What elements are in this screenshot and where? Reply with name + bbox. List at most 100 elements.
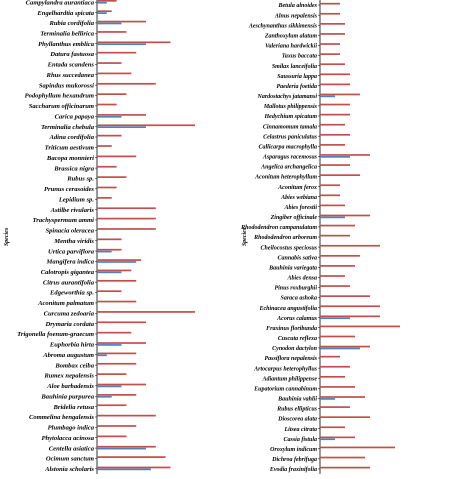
bar-blue-asparagus-racemosus xyxy=(320,156,350,158)
bar-blue-phyllanthus-emblica xyxy=(97,43,146,46)
category-label-zanthoxylum-alatum: Zanthoxylum alatum xyxy=(264,33,318,39)
bar-red-cynodon-dactylon xyxy=(320,345,370,348)
category-label-dioscorea-alata: Dioscorea alata xyxy=(277,417,317,423)
category-label-phyllanthus-emblica: Phyllanthus emblica xyxy=(38,41,95,48)
category-label-abies-webiana: Abies webiana xyxy=(280,195,317,201)
category-label-cinnamomum-tamala: Cinnamomum tamala xyxy=(263,124,317,130)
bar-red-plumbago-indica xyxy=(97,425,137,427)
bar-red-aconitum-heterophyllum xyxy=(320,174,360,176)
category-label-litsea-citrata: Litsea citrata xyxy=(284,427,318,433)
bar-red-cannabis-sativa xyxy=(320,254,360,257)
bar-red-alstonia-scholaris xyxy=(97,466,171,469)
category-label-brassica-nigra: Brassica nigra xyxy=(53,165,94,172)
bar-blue-cassia-fistula xyxy=(320,438,335,441)
bar-red-valeriana-hardwickii xyxy=(320,43,340,45)
bar-red-taxus-baccata xyxy=(320,53,340,55)
bar-blue-calotropis-gigantea xyxy=(97,271,122,274)
bar-red-betula-alnoides xyxy=(320,2,340,5)
bar-red-engelhardtia-spicata xyxy=(97,10,112,13)
bar-red-entada-scandens xyxy=(97,62,122,64)
bar-red-cheilocostus-speciosus xyxy=(320,244,380,247)
bar-red-euphorbia-hirta xyxy=(97,342,146,344)
bar-blue-nardostachys-jatamansi xyxy=(320,95,335,98)
category-label-artocarpus-heterophyllus: Artocarpus heterophyllus xyxy=(253,366,318,372)
category-label-prunus-cerasoides: Prunus cerasoides xyxy=(44,186,94,193)
bar-red-cuscuta-reflexa xyxy=(320,335,355,338)
category-label-rhus-succedanea: Rhus succedanea xyxy=(46,72,95,79)
category-label-mangifera-indica: Mangifera indica xyxy=(46,259,95,266)
bar-red-pinus-roxburghii xyxy=(320,285,350,287)
category-label-phytolacca-acinosa: Phytolacca acinosa xyxy=(41,435,94,442)
bar-blue-bauhinia-vahlii xyxy=(320,398,335,400)
bar-red-prunus-cerasoides xyxy=(97,186,117,189)
bar-blue-carica-papaya xyxy=(97,115,122,118)
bar-red-carica-papaya xyxy=(97,114,146,116)
bar-red-podophyllum-hexandrum xyxy=(97,93,127,96)
category-label-abies-densa: Abies densa xyxy=(286,276,317,282)
category-label-citrus-aurantifolia: Citrus aurantifolia xyxy=(43,279,95,286)
category-label-celastrus-paniculatus: Celastrus paniculatus xyxy=(263,134,318,140)
bar-red-oroxylum-indicum xyxy=(320,446,395,449)
bar-red-bauhinia-purpurea xyxy=(97,394,137,396)
bar-red-rumex-nepalensis xyxy=(97,373,127,375)
category-label-bacopa-monnieri: Bacopa monnieri xyxy=(46,155,94,162)
category-label-abies-forestii: Abies forestii xyxy=(284,205,318,211)
category-label-rubus-ellipticus: Rubus ellipticus xyxy=(276,407,318,413)
bar-red-citrus-aurantifolia xyxy=(97,279,137,282)
category-label-asparagus-racemosus: Asparagus racemosus xyxy=(262,155,318,161)
category-label-bauhinia-purpurea: Bauhinia purpurea xyxy=(40,393,94,400)
category-label-taxus-baccata: Taxus baccata xyxy=(282,54,317,60)
bar-red-abies-forestii xyxy=(320,204,345,207)
bar-red-callicarpa-macrophylla xyxy=(320,144,345,146)
category-label-ocimum-sanctum: Ocimum sanctum xyxy=(46,456,94,463)
category-label-cuscuta-reflexa: Cuscuta reflexa xyxy=(278,336,317,342)
left-bar-chart: Species Campylandra aurantiaca Engelhardti… xyxy=(4,0,195,474)
category-label-terminalia-bellirica: Terminalia bellirica xyxy=(40,30,94,37)
bar-blue-centella-asiatica xyxy=(97,447,146,450)
bar-blue-terminalia-chebula xyxy=(97,126,146,129)
category-label-astilbe-rivularis: Astilbe rivularis xyxy=(50,207,95,214)
bar-red-aloe-barbadensis xyxy=(97,383,146,386)
bar-red-spinacia-oleracea xyxy=(97,228,156,230)
category-label-rubus-sp: Rubus sp. xyxy=(66,176,94,183)
category-label-trigonella-foenum-graecum: Trigonella foenum-graecum xyxy=(17,331,94,338)
bar-red-brassica-nigra xyxy=(97,165,117,168)
bar-red-saccharum-officinarum xyxy=(97,103,117,106)
bar-red-passiflora-nepalensis xyxy=(320,355,340,358)
category-label-callicarpa-macrophylla: Callicarpa macrophylla xyxy=(259,144,318,150)
category-label-bombax-ceiba: Bombax ceiba xyxy=(54,362,94,369)
bar-blue-mangifera-indica xyxy=(97,261,137,263)
category-label-betula-alnoides: Betula alnoides xyxy=(277,3,317,9)
bar-red-centella-asiatica xyxy=(97,445,156,448)
category-label-alnus-nepalensis: Alnus nepalensis xyxy=(274,13,318,19)
bar-blue-rubia-cordifolia xyxy=(97,22,122,25)
category-label-terminalia-chebula: Terminalia chebula xyxy=(41,124,95,131)
bar-red-calotropis-gigantea xyxy=(97,269,132,272)
bar-red-aconitum-ferox xyxy=(320,184,340,187)
bar-red-cassia-fistula xyxy=(320,436,355,439)
bar-red-alnus-nepalensis xyxy=(320,12,340,15)
bar-red-edgeworthia-sp xyxy=(97,290,122,293)
category-label-zingiber-officinale: Zingiber officinale xyxy=(270,215,318,221)
bar-red-terminalia-chebula xyxy=(97,124,195,127)
category-label-campylandra-aurantiaca: Campylandra aurantiaca xyxy=(26,0,95,6)
bar-red-cinnamomum-tamala xyxy=(320,123,345,126)
category-label-echinacea-angustifolia: Echinacea angustifolia xyxy=(258,306,317,312)
bar-red-commelina-bengalensis xyxy=(97,414,156,417)
bar-blue-acorus-calamus xyxy=(320,317,350,320)
category-label-commelina-bengalensis: Commelina bengalensis xyxy=(29,414,94,421)
category-label-adina-cordifolia: Adina cordifolia xyxy=(48,134,94,141)
category-label-entada-scandens: Entada scandens xyxy=(47,62,95,69)
bar-red-mangifera-indica xyxy=(97,259,142,261)
category-label-cassia-fistula: Cassia fistula xyxy=(283,437,317,443)
category-label-carica-papaya: Carica papaya xyxy=(55,113,95,120)
y-axis-title: Species xyxy=(242,227,248,246)
category-label-mallotus-philippensis: Mallotus philippensis xyxy=(263,104,318,110)
bar-red-asparagus-racemosus xyxy=(320,154,370,156)
category-label-abroma-augustum: Abroma augustum xyxy=(42,352,94,359)
bar-red-terminalia-bellirica xyxy=(97,31,127,33)
bar-red-urtica-parviflora xyxy=(97,248,122,251)
bar-red-rhododendron-campanulatum xyxy=(320,224,355,227)
